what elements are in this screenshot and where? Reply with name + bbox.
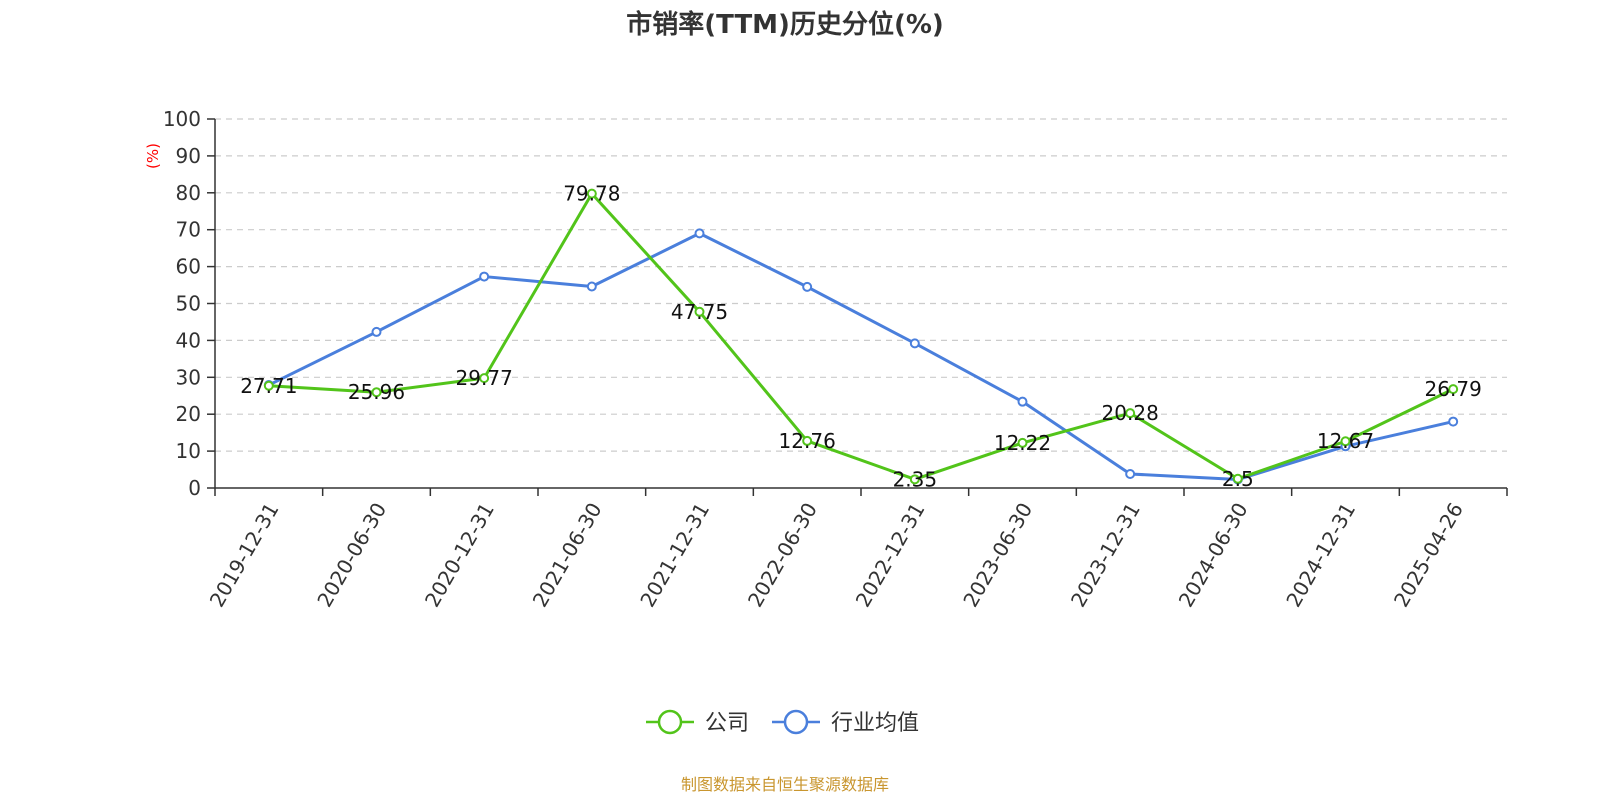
y-tick-label: 60 (176, 255, 201, 279)
data-label: 27.71 (240, 374, 297, 398)
axes: 0 10 20 30 40 50 60 70 80 90 100 2019-12-31 2020-06-… (163, 107, 1508, 612)
x-tick-label: 2024-12-31 (1281, 499, 1360, 612)
data-point-industry-avg[interactable] (909, 338, 920, 349)
data-label: 25.96 (348, 380, 405, 404)
data-source-note: 制图数据来自恒生聚源数据库 (681, 775, 889, 794)
data-label: 12.76 (779, 429, 836, 453)
data-labels: 27.71 25.96 29.77 79.78 47.75 12.76 2.35 12.22 2… (240, 182, 1482, 492)
data-label: 26.79 (1425, 377, 1482, 401)
data-point-company[interactable] (1448, 384, 1459, 395)
x-tick-label: 2021-06-30 (528, 499, 607, 612)
data-point-company[interactable] (371, 387, 382, 398)
data-label: 20.28 (1102, 401, 1159, 425)
legend-label: 公司 (705, 711, 749, 736)
legend-label: 行业均值 (831, 711, 919, 736)
data-point-company[interactable] (802, 435, 813, 446)
x-tick-label: 2024-06-30 (1174, 499, 1253, 612)
legend-item-industry-avg[interactable]: 行业均值 (772, 709, 919, 736)
series-line-industry-avg[interactable] (268, 231, 1454, 482)
y-tick-label: 50 (176, 292, 201, 316)
x-tick-label: 2023-12-31 (1066, 499, 1145, 612)
x-tick-label: 2025-04-26 (1389, 499, 1468, 612)
data-point-company[interactable] (909, 474, 920, 485)
y-axis-unit: (%) (144, 143, 162, 169)
data-point-company[interactable] (1232, 473, 1243, 484)
data-point-industry-avg[interactable] (1125, 468, 1136, 479)
legend-marker-icon (783, 709, 809, 735)
data-label: 79.78 (563, 182, 620, 206)
data-point-company[interactable] (694, 306, 705, 317)
y-tick-label: 80 (176, 181, 201, 205)
x-tick-label: 2020-12-31 (420, 498, 499, 611)
data-label: 47.75 (671, 300, 728, 324)
chart-title: 市销率(TTM)历史分位(%) (626, 9, 944, 40)
x-tick-label: 2023-06-30 (958, 499, 1037, 612)
x-tick-label: 2021-12-31 (635, 499, 714, 612)
data-point-industry-avg[interactable] (479, 271, 490, 282)
data-point-industry-avg[interactable] (694, 228, 705, 239)
x-tick-label: 2019-12-31 (205, 499, 284, 612)
y-tick-label: 40 (176, 328, 201, 352)
y-tick-label: 100 (163, 107, 201, 131)
data-point-company[interactable] (586, 188, 597, 199)
x-tick-label: 2022-06-30 (743, 499, 822, 612)
legend[interactable]: 公司 行业均值 (646, 709, 919, 736)
data-label: 12.67 (1317, 429, 1374, 453)
data-point-company[interactable] (263, 380, 274, 391)
y-tick-label: 70 (176, 218, 201, 242)
grid-lines (215, 118, 1507, 452)
data-point-company[interactable] (479, 373, 490, 384)
data-label: 12.22 (994, 431, 1051, 455)
legend-item-company[interactable]: 公司 (646, 709, 749, 736)
data-point-company[interactable] (1125, 408, 1136, 419)
legend-marker-icon (657, 709, 683, 735)
data-label: 29.77 (456, 366, 513, 390)
data-point-industry-avg[interactable] (371, 326, 382, 337)
data-point-industry-avg[interactable] (1017, 396, 1028, 407)
y-tick-label: 90 (176, 144, 201, 168)
series-line-company[interactable] (268, 192, 1454, 481)
data-label: 2.35 (893, 467, 938, 491)
data-point-industry-avg[interactable] (586, 281, 597, 292)
x-tick-label: 2020-06-30 (312, 499, 391, 612)
x-tick-label: 2022-12-31 (851, 498, 930, 611)
y-tick-label: 0 (188, 476, 201, 500)
data-point-industry-avg[interactable] (802, 281, 813, 292)
data-label: 2.5 (1222, 467, 1254, 491)
y-tick-label: 30 (176, 365, 201, 389)
y-tick-label: 10 (176, 439, 201, 463)
series-layer (263, 188, 1459, 485)
data-point-company[interactable] (1340, 436, 1351, 447)
data-point-company[interactable] (1017, 437, 1028, 448)
y-tick-label: 20 (176, 402, 201, 426)
data-point-industry-avg[interactable] (1448, 416, 1459, 427)
